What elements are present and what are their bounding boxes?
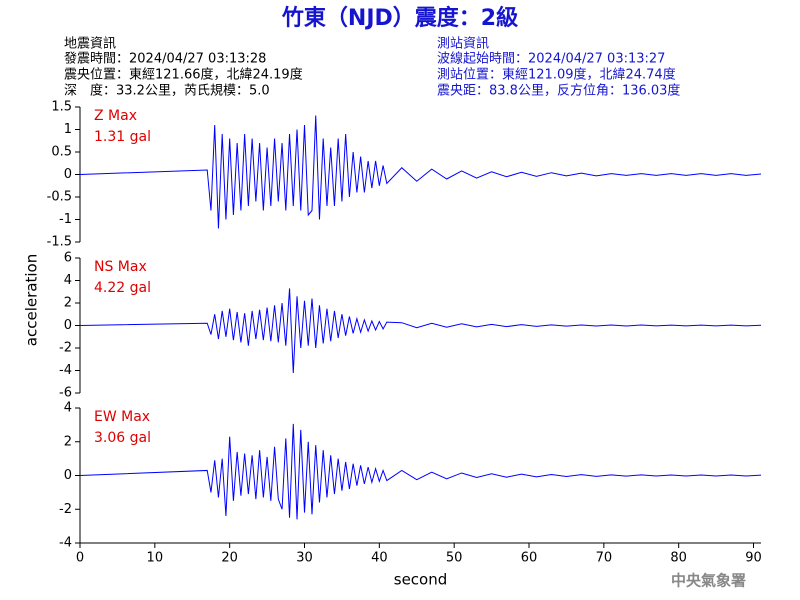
y-tick-label: 1.5 bbox=[51, 100, 72, 115]
y-axis-label: acceleration bbox=[23, 254, 41, 346]
trace bbox=[79, 115, 762, 229]
y-tick-label: 0 bbox=[64, 318, 72, 333]
y-tick-label: -1.5 bbox=[47, 235, 72, 250]
info-right: 震央距：83.8公里，反方位角：136.03度 bbox=[437, 83, 680, 99]
x-axis-label: second bbox=[394, 571, 448, 589]
annotation: Z Max bbox=[94, 108, 137, 124]
x-tick-label: 30 bbox=[296, 551, 313, 566]
y-tick-label: 4 bbox=[64, 273, 72, 288]
y-tick-label: -1 bbox=[59, 212, 72, 227]
y-tick-label: -2 bbox=[59, 341, 72, 356]
y-tick-label: -0.5 bbox=[47, 190, 72, 205]
y-tick-label: -4 bbox=[59, 363, 72, 378]
y-tick-label: 2 bbox=[64, 296, 72, 311]
y-tick-label: -2 bbox=[59, 502, 72, 517]
y-tick-label: 1 bbox=[64, 122, 72, 137]
trace bbox=[79, 423, 762, 520]
y-tick-label: 0 bbox=[64, 167, 72, 182]
info-right: 波線起始時間：2024/04/27 03:13:27 bbox=[437, 51, 665, 67]
annotation: 4.22 gal bbox=[94, 280, 151, 296]
info-left: 發震時間：2024/04/27 03:13:28 bbox=[64, 52, 266, 67]
info-left: 震央位置：東經121.66度，北緯24.19度 bbox=[64, 67, 303, 83]
trace bbox=[79, 288, 762, 374]
annotation: EW Max bbox=[94, 409, 150, 425]
info-right: 測站資訊 bbox=[437, 37, 489, 52]
x-tick-label: 20 bbox=[221, 551, 238, 566]
y-tick-label: -6 bbox=[59, 386, 72, 401]
y-tick-label: 0.5 bbox=[51, 145, 72, 160]
footer: 中央氣象署 bbox=[671, 572, 746, 590]
x-tick-label: 70 bbox=[596, 551, 613, 566]
title: 竹東（NJD）震度：2級 bbox=[281, 5, 518, 31]
x-tick-label: 0 bbox=[76, 551, 84, 566]
x-tick-label: 40 bbox=[371, 551, 388, 566]
x-tick-label: 90 bbox=[745, 551, 762, 566]
x-tick-label: 80 bbox=[670, 551, 687, 566]
y-tick-label: 6 bbox=[64, 251, 72, 266]
info-left: 地震資訊 bbox=[64, 37, 116, 52]
annotation: 1.31 gal bbox=[94, 129, 151, 145]
info-left: 深 度：33.2公里，芮氏規模：5.0 bbox=[64, 83, 270, 99]
y-tick-label: 0 bbox=[64, 468, 72, 483]
y-tick-label: -4 bbox=[59, 536, 72, 551]
annotation: 3.06 gal bbox=[94, 430, 151, 446]
x-tick-label: 10 bbox=[147, 551, 164, 566]
y-tick-label: 4 bbox=[64, 401, 72, 416]
info-right: 測站位置：東經121.09度，北緯24.74度 bbox=[437, 67, 676, 83]
annotation: NS Max bbox=[94, 259, 147, 275]
x-tick-label: 60 bbox=[521, 551, 538, 566]
x-tick-label: 50 bbox=[446, 551, 463, 566]
y-tick-label: 2 bbox=[64, 434, 72, 449]
